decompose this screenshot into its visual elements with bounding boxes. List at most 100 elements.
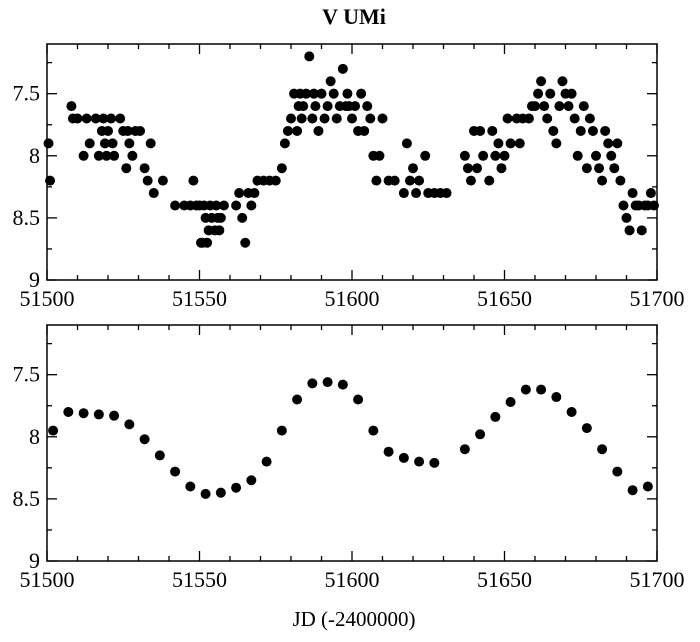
data-point bbox=[66, 101, 77, 112]
data-point bbox=[188, 175, 199, 186]
data-point bbox=[627, 485, 638, 496]
data-point bbox=[124, 419, 135, 430]
data-point bbox=[459, 444, 470, 455]
data-point bbox=[276, 425, 287, 436]
data-point bbox=[414, 456, 425, 467]
data-point bbox=[404, 175, 415, 186]
data-point bbox=[353, 394, 364, 405]
y-tick-label: 9 bbox=[29, 267, 40, 292]
data-point bbox=[615, 175, 626, 186]
data-point bbox=[296, 113, 307, 124]
plot-frame bbox=[46, 324, 658, 562]
data-point bbox=[371, 175, 382, 186]
y-tick-label: 8 bbox=[29, 143, 40, 168]
data-point bbox=[642, 481, 653, 492]
data-point bbox=[200, 488, 211, 499]
data-point bbox=[462, 163, 473, 174]
data-point bbox=[313, 125, 324, 136]
data-point bbox=[298, 101, 309, 112]
data-point bbox=[328, 88, 339, 99]
data-point bbox=[383, 446, 394, 457]
data-point bbox=[636, 225, 647, 236]
chart-title: V UMi bbox=[322, 4, 386, 29]
data-point bbox=[148, 188, 159, 199]
data-point bbox=[231, 482, 242, 493]
data-point bbox=[472, 163, 483, 174]
x-tick-label: 51550 bbox=[172, 286, 227, 311]
data-point bbox=[48, 425, 59, 436]
data-point bbox=[185, 481, 196, 492]
data-point bbox=[109, 410, 120, 421]
bottom-panel: 51500 51550 51600 51650 51700 7.5 8 8.5 9 bbox=[13, 324, 685, 592]
data-point bbox=[621, 212, 632, 223]
data-point bbox=[93, 409, 104, 420]
data-point bbox=[246, 475, 257, 486]
data-point bbox=[542, 113, 553, 124]
data-point bbox=[520, 384, 531, 395]
data-point bbox=[401, 138, 412, 149]
data-point bbox=[93, 150, 104, 161]
data-point bbox=[587, 125, 598, 136]
data-point bbox=[572, 150, 583, 161]
data-point bbox=[170, 466, 181, 477]
data-point bbox=[603, 138, 614, 149]
data-point bbox=[648, 200, 659, 211]
data-point bbox=[502, 113, 513, 124]
data-point bbox=[310, 101, 321, 112]
data-point bbox=[551, 392, 562, 403]
data-point bbox=[122, 125, 133, 136]
data-point bbox=[90, 113, 101, 124]
y-tick-label: 8.5 bbox=[13, 205, 41, 230]
data-point bbox=[627, 188, 638, 199]
data-point bbox=[337, 63, 348, 74]
data-point bbox=[557, 76, 568, 87]
data-point bbox=[347, 113, 357, 124]
data-point bbox=[308, 88, 319, 99]
data-point bbox=[304, 51, 315, 62]
data-point bbox=[78, 408, 89, 419]
data-point bbox=[337, 379, 348, 390]
data-point bbox=[249, 188, 260, 199]
y-tick-label: 8.5 bbox=[13, 486, 41, 511]
data-point bbox=[350, 101, 361, 112]
data-point bbox=[566, 88, 577, 99]
data-point bbox=[536, 384, 547, 395]
data-point bbox=[581, 423, 592, 434]
data-point bbox=[490, 150, 501, 161]
x-tick-label: 51600 bbox=[325, 286, 380, 311]
data-point bbox=[569, 113, 580, 124]
data-point bbox=[612, 138, 623, 149]
data-point bbox=[202, 237, 213, 248]
x-tick-label: 51500 bbox=[20, 567, 75, 592]
data-point bbox=[342, 88, 353, 99]
data-point bbox=[301, 88, 312, 99]
data-point bbox=[322, 101, 333, 112]
data-point bbox=[270, 175, 281, 186]
data-point bbox=[356, 88, 367, 99]
data-point bbox=[420, 150, 431, 161]
data-point bbox=[307, 113, 318, 124]
data-point bbox=[578, 101, 589, 112]
data-point bbox=[365, 113, 376, 124]
x-tick-label: 51700 bbox=[630, 286, 685, 311]
data-point bbox=[645, 188, 656, 199]
data-point bbox=[545, 88, 556, 99]
data-point bbox=[142, 175, 153, 186]
data-point bbox=[279, 138, 290, 149]
data-point bbox=[325, 76, 336, 87]
data-point bbox=[609, 163, 620, 174]
data-point bbox=[331, 113, 342, 124]
data-point bbox=[490, 411, 501, 422]
data-point bbox=[246, 200, 257, 211]
data-point bbox=[600, 125, 611, 136]
data-point bbox=[533, 88, 544, 99]
data-point bbox=[215, 487, 226, 498]
data-point bbox=[408, 163, 418, 174]
x-tick-label: 51600 bbox=[325, 567, 380, 592]
data-point bbox=[84, 138, 95, 149]
data-point bbox=[99, 138, 110, 149]
data-point bbox=[322, 377, 333, 388]
data-point bbox=[591, 150, 601, 161]
data-point bbox=[581, 163, 592, 174]
data-point bbox=[276, 163, 287, 174]
